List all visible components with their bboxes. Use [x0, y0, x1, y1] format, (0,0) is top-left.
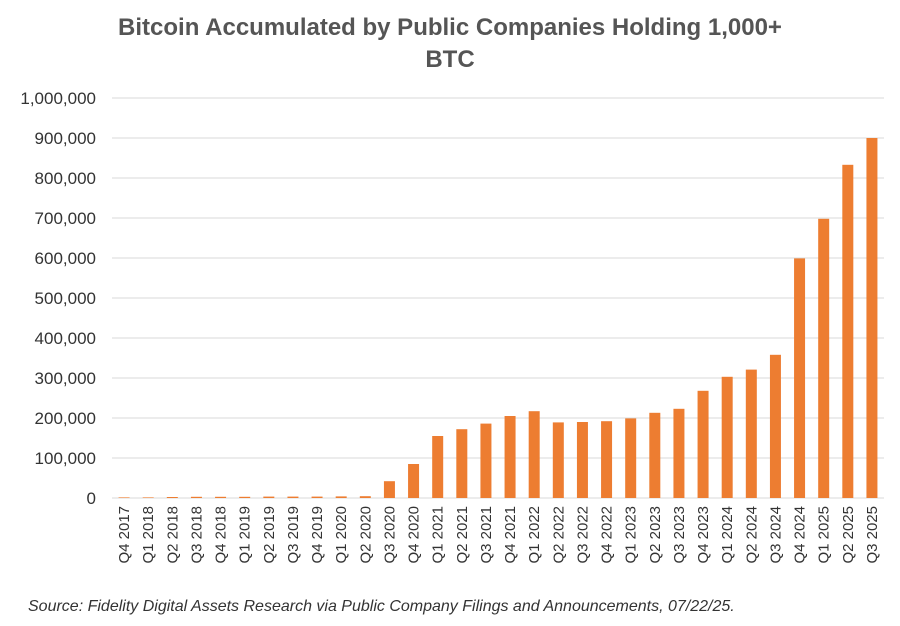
bar — [866, 138, 878, 498]
y-tick-label: 0 — [87, 489, 96, 508]
x-tick-label: Q3 2023 — [671, 506, 688, 564]
bar — [239, 496, 251, 498]
bar — [456, 429, 468, 498]
x-tick-label: Q2 2020 — [357, 506, 374, 564]
bar — [625, 418, 637, 498]
bar — [552, 422, 564, 498]
bar — [166, 497, 178, 498]
bar — [601, 421, 613, 498]
bar — [721, 376, 733, 498]
x-tick-label: Q3 2019 — [285, 506, 302, 564]
bar — [142, 497, 154, 498]
x-tick-label: Q1 2021 — [430, 506, 447, 564]
bar — [769, 354, 781, 498]
chart-source-note: Source: Fidelity Digital Assets Research… — [28, 598, 735, 615]
x-tick-label: Q2 2019 — [261, 506, 278, 564]
bar — [263, 496, 275, 498]
y-tick-label: 600,000 — [35, 249, 96, 268]
bar — [432, 436, 444, 498]
x-tick-label: Q4 2022 — [599, 506, 616, 564]
bar — [359, 496, 371, 498]
y-tick-label: 200,000 — [35, 409, 96, 428]
x-tick-label: Q4 2023 — [695, 506, 712, 564]
x-axis-tick-labels: Q4 2017 Q1 2018 Q2 2018 Q3 2018 Q4 2018 Q1 20… — [116, 506, 881, 564]
bar — [842, 164, 854, 499]
bar — [697, 390, 709, 498]
x-tick-label: Q4 2021 — [502, 506, 519, 564]
x-tick-label: Q3 2021 — [478, 506, 495, 564]
bar — [287, 496, 299, 498]
x-tick-label: Q1 2020 — [333, 506, 350, 564]
x-tick-label: Q1 2018 — [140, 506, 157, 564]
bar — [335, 496, 347, 498]
x-tick-label: Q2 2018 — [164, 506, 181, 564]
y-tick-label: 800,000 — [35, 169, 96, 188]
bar — [311, 496, 323, 498]
chart-title-line-1: Bitcoin Accumulated by Public Companies … — [118, 14, 782, 41]
x-tick-label: Q4 2024 — [792, 506, 809, 564]
bar — [745, 369, 757, 498]
y-tick-label: 900,000 — [35, 129, 96, 148]
bar — [649, 412, 661, 498]
bar — [408, 464, 420, 498]
y-tick-label: 300,000 — [35, 369, 96, 388]
bar — [794, 258, 806, 498]
x-tick-label: Q2 2022 — [550, 506, 567, 564]
x-tick-label: Q3 2018 — [188, 506, 205, 564]
bar — [673, 408, 685, 498]
bar — [818, 218, 830, 499]
x-tick-label: Q2 2021 — [454, 506, 471, 564]
y-tick-label: 100,000 — [35, 449, 96, 468]
x-tick-label: Q3 2022 — [574, 506, 591, 564]
chart-title-line-2: BTC — [425, 46, 475, 73]
bars — [118, 138, 878, 499]
x-tick-label: Q2 2025 — [840, 506, 857, 564]
y-tick-label: 1,000,000 — [20, 89, 96, 108]
x-tick-label: Q1 2022 — [526, 506, 543, 564]
y-tick-label: 400,000 — [35, 329, 96, 348]
x-tick-label: Q4 2017 — [116, 506, 133, 564]
x-tick-label: Q3 2020 — [381, 506, 398, 564]
x-tick-label: Q3 2025 — [864, 506, 881, 564]
x-tick-label: Q2 2023 — [647, 506, 664, 564]
x-tick-label: Q4 2020 — [406, 506, 423, 564]
x-tick-label: Q1 2024 — [719, 506, 736, 564]
chart-title: Bitcoin Accumulated by Public Companies … — [0, 12, 900, 76]
gridlines — [112, 97, 884, 499]
x-tick-label: Q4 2019 — [309, 506, 326, 564]
x-tick-label: Q3 2024 — [767, 506, 784, 564]
x-tick-label: Q1 2023 — [623, 506, 640, 564]
bar — [528, 411, 540, 498]
x-tick-label: Q2 2024 — [743, 506, 760, 564]
x-tick-label: Q1 2019 — [237, 506, 254, 564]
y-axis-tick-labels: 0 100,000 200,000 300,000 400,000 500,000 600,… — [20, 89, 96, 508]
bar — [215, 496, 227, 498]
x-tick-label: Q4 2018 — [213, 506, 230, 564]
bar — [383, 481, 395, 498]
y-tick-label: 700,000 — [35, 209, 96, 228]
y-tick-label: 500,000 — [35, 289, 96, 308]
bar — [118, 497, 130, 498]
bar — [190, 496, 202, 498]
x-tick-label: Q1 2025 — [816, 506, 833, 564]
bar — [480, 423, 492, 498]
bar — [576, 422, 588, 498]
bar — [504, 416, 516, 498]
